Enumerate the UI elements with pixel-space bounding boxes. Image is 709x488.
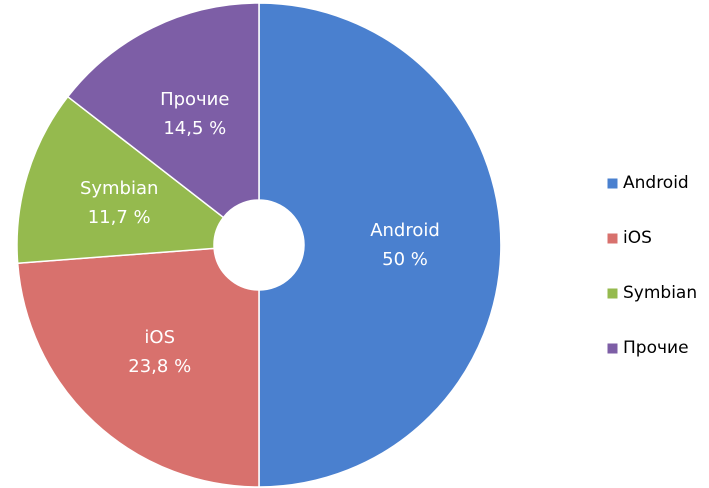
data-label-name: Android <box>370 220 440 241</box>
slice <box>16 247 260 488</box>
data-label-value: 11,7 % <box>88 207 151 228</box>
legend-label: Symbian <box>623 283 697 303</box>
legend-label: iOS <box>623 228 652 248</box>
data-label-name: iOS <box>144 327 175 348</box>
slice <box>66 2 260 219</box>
data-label-name: Symbian <box>80 178 158 199</box>
data-label-name: Прочие <box>160 89 229 110</box>
data-label-value: 50 % <box>382 249 428 270</box>
slice <box>16 95 225 265</box>
legend-label: Android <box>623 173 689 193</box>
legend-swatch <box>606 287 619 300</box>
data-label-value: 14,5 % <box>163 118 226 139</box>
legend-swatch <box>606 232 619 245</box>
data-label-value: 23,8 % <box>128 356 191 377</box>
legend-label: Прочие <box>623 338 689 358</box>
slice <box>258 2 502 488</box>
legend-swatch <box>606 342 619 355</box>
legend-swatch <box>606 177 619 190</box>
